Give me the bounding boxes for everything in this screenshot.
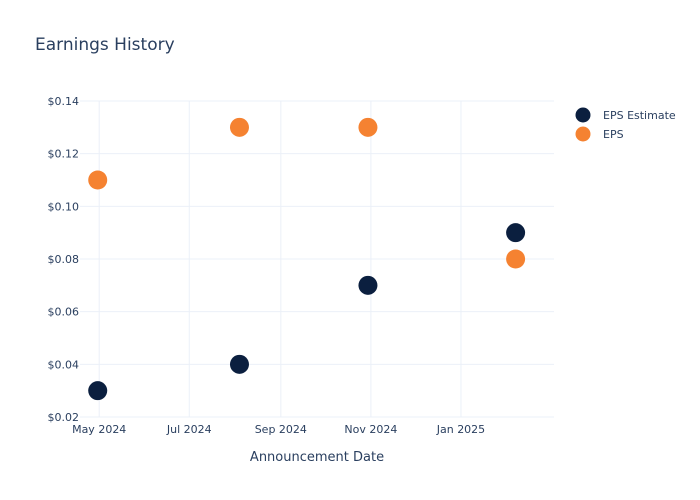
eps-point[interactable] xyxy=(229,117,249,137)
y-tick-label: $0.08 xyxy=(48,253,80,266)
x-axis-title: Announcement Date xyxy=(250,450,384,465)
chart-title: Earnings History xyxy=(35,35,175,55)
eps-legend-label: EPS xyxy=(603,128,624,141)
y-tick-label: $0.12 xyxy=(48,148,80,161)
y-tick-label: $0.10 xyxy=(48,200,80,213)
x-tick-label: Nov 2024 xyxy=(344,423,397,436)
eps-estimate-point[interactable] xyxy=(358,275,378,295)
y-tick-label: $0.06 xyxy=(48,306,80,319)
eps-point[interactable] xyxy=(358,117,378,137)
eps-estimate-legend-label: EPS Estimate xyxy=(603,109,676,122)
legend[interactable]: EPS Estimate EPS xyxy=(575,107,676,142)
eps-legend-marker xyxy=(575,126,591,142)
data-points xyxy=(88,117,526,401)
y-tick-label: $0.02 xyxy=(48,411,80,424)
eps-point[interactable] xyxy=(506,249,526,269)
eps-estimate-legend-marker xyxy=(575,107,591,123)
eps-point[interactable] xyxy=(88,170,108,190)
x-tick-label: Jul 2024 xyxy=(166,423,212,436)
eps-estimate-point[interactable] xyxy=(88,381,108,401)
grid-lines xyxy=(80,100,554,418)
y-tick-label: $0.04 xyxy=(48,358,80,371)
eps-estimate-point[interactable] xyxy=(229,354,249,374)
y-tick-label: $0.14 xyxy=(48,95,80,108)
y-axis-ticks: $0.02 $0.04 $0.06 $0.08 $0.10 $0.12 $0.14 xyxy=(48,95,80,424)
x-tick-label: Jan 2025 xyxy=(436,423,485,436)
eps-estimate-point[interactable] xyxy=(506,223,526,243)
x-axis-ticks: May 2024 Jul 2024 Sep 2024 Nov 2024 Jan 2025 xyxy=(72,423,485,436)
x-tick-label: Sep 2024 xyxy=(255,423,307,436)
x-tick-label: May 2024 xyxy=(72,423,126,436)
